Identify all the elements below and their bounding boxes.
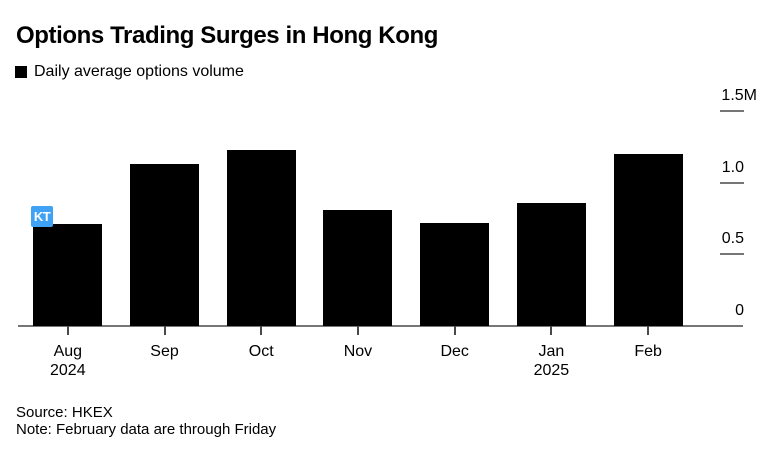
- x-label-oct: Oct: [248, 343, 274, 360]
- x-label-aug: Aug: [53, 343, 83, 360]
- y-label-1.5: 1.5M: [721, 87, 757, 104]
- x-label-year-2024: 2024: [50, 362, 86, 379]
- bar-jan: [516, 202, 586, 326]
- x-tick-feb: [647, 326, 650, 335]
- x-label-year-2025: 2025: [533, 362, 570, 379]
- legend: Daily average options volume: [15, 64, 244, 80]
- bar-sep: [130, 164, 200, 326]
- legend-swatch-icon: [15, 66, 27, 78]
- x-label-jan: Jan: [538, 343, 565, 360]
- footer: Source: HKEX Note: February data are thr…: [16, 404, 276, 438]
- x-tick-nov: [356, 326, 359, 335]
- bar-nov: [323, 209, 393, 326]
- x-label-feb: Feb: [634, 343, 662, 360]
- source-line: Source: HKEX: [16, 404, 113, 421]
- x-tick-sep: [163, 326, 166, 335]
- x-tick-aug: [66, 326, 69, 335]
- y-label-0.5: 0.5: [721, 230, 744, 248]
- note-line: Note: February data are through Friday: [16, 421, 277, 438]
- x-label-sep: Sep: [150, 343, 179, 360]
- y-tick-1: [720, 181, 744, 184]
- y-tick-1.5: [720, 110, 744, 112]
- bar-dec: [420, 222, 490, 326]
- y-tick-0.5: [720, 253, 744, 256]
- y-label-0: 0: [735, 302, 744, 319]
- x-label-nov: Nov: [343, 343, 373, 360]
- chart-title: Options Trading Surges in Hong Kong: [16, 22, 438, 49]
- bar-feb: [613, 154, 683, 326]
- kt-annotation-badge: KT: [31, 206, 53, 227]
- bar-aug: [33, 224, 103, 326]
- x-axis-line: [18, 325, 743, 327]
- legend-label: Daily average options volume: [34, 63, 244, 80]
- x-tick-oct: [260, 326, 263, 335]
- x-tick-dec: [453, 326, 456, 335]
- x-label-dec: Dec: [440, 343, 469, 360]
- y-label-1: 1.0: [721, 158, 744, 176]
- x-tick-jan: [550, 326, 553, 335]
- bar-oct: [226, 149, 296, 326]
